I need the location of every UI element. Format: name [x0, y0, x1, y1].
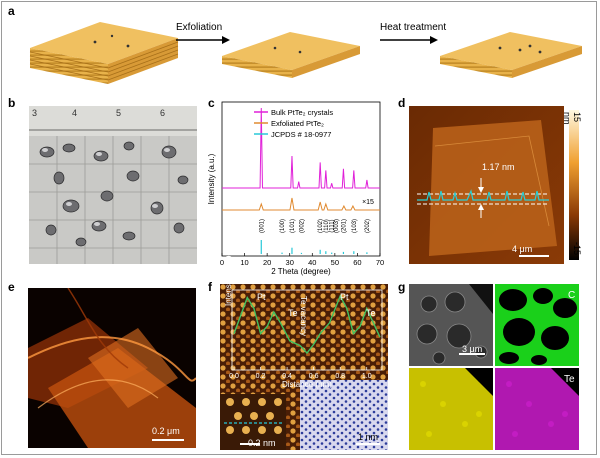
peak-label: (100): [280, 219, 286, 233]
x-tick-label: 50: [331, 258, 339, 267]
heat-treated-sheet: [440, 32, 582, 78]
series-exfoliated: [222, 197, 380, 211]
afm-image: [409, 106, 579, 264]
f-ylabel: Intensity (a.u.): [224, 255, 233, 306]
panel-c-label: c: [208, 96, 215, 110]
peak-label: (102): [318, 219, 324, 233]
ruler-tick-4: 4: [72, 108, 78, 118]
g-scalebar-label: 3 μm: [462, 344, 483, 354]
f-x-tick-label: 1.0: [362, 373, 372, 380]
exfoliated-sheet: [222, 32, 360, 78]
peak-label: (201): [341, 219, 347, 233]
f-x-tick-label: 0.6: [309, 373, 319, 380]
f-scalebar-label: 1 nm: [358, 432, 379, 442]
xrd-chart: 0 10 20 30 40 50 60 70 2 Theta (degree) Intensity…: [207, 101, 384, 276]
panel-e-label: e: [8, 280, 15, 294]
x-tick-label: 0: [220, 258, 224, 267]
haadf-map: [409, 284, 493, 366]
f-xlabel: Distance (nm): [282, 380, 332, 389]
panel-f-label: f: [208, 280, 212, 294]
x-tick-label: 30: [286, 258, 294, 267]
peak-label: (101): [290, 219, 296, 233]
peak-label: (001): [259, 219, 265, 233]
heat-treatment-label: Heat treatment: [380, 22, 447, 33]
atom-label-te-1: Te: [288, 308, 298, 318]
atom-label-pt-1: Pt: [257, 292, 266, 302]
ruler-tick-5: 5: [116, 108, 122, 118]
series-bulk: [222, 107, 380, 189]
colorbar: [569, 110, 579, 260]
peak-label: (002): [299, 219, 305, 233]
carbon-map: [495, 284, 579, 366]
colorbar-top-label: 15 nm: [562, 112, 582, 125]
x-tick-label: 60: [353, 258, 361, 267]
f-x-tick-label: 0.2: [256, 373, 266, 380]
eds-maps: [409, 284, 579, 450]
x-tick-label: 40: [308, 258, 316, 267]
pt-map: [409, 368, 493, 450]
height-profile: [417, 189, 549, 201]
panel-d-label: d: [398, 96, 406, 110]
f-x-tick-label: 0.8: [335, 373, 345, 380]
x-tick-label: 20: [263, 258, 271, 267]
te-vacancy-label: Te vacancy: [299, 296, 308, 337]
flake: [429, 120, 557, 256]
x-tick-label: 10: [240, 258, 248, 267]
ruler-tick-6: 6: [160, 108, 166, 118]
map-label-c: C: [568, 290, 576, 301]
panel-a-label: a: [8, 4, 15, 18]
ruler-tick-3: 3: [32, 108, 38, 118]
peak-label: (003): [334, 219, 340, 233]
legend-entry: Exfoliated PtTe₂: [271, 119, 324, 128]
atom-label-pt-2: Pt: [340, 292, 349, 302]
legend-entry: JCPDS # 18-0977: [271, 130, 331, 139]
map-label-pt: Pt: [478, 374, 488, 385]
panel-b-label: b: [8, 96, 16, 110]
map-label-te: Te: [564, 374, 575, 385]
f-x-tick-label: 0.0: [229, 373, 239, 380]
inset-scalebar-label: 0.2 nm: [248, 438, 276, 448]
height-annotation: 1.17 nm: [482, 162, 515, 172]
panel-e-scalebar-label: 0.2 μm: [152, 426, 180, 436]
panel-a-schematic: [29, 22, 582, 84]
peak-label: (103): [352, 219, 358, 233]
intensity-profile: [233, 294, 381, 355]
f-x-tick-label: 0.4: [282, 373, 292, 380]
colorbar-bottom-label: -15: [572, 242, 582, 256]
peak-label: (202): [365, 219, 371, 233]
panel-b-photo: [29, 106, 197, 264]
panel-d-scalebar-label: 4 μm: [512, 244, 533, 254]
sem-image: [28, 288, 196, 448]
peak-label: (110): [324, 219, 330, 233]
te-map: [495, 368, 579, 450]
atom-label-te-2: Te: [366, 308, 376, 318]
x-tick-label: 70: [376, 258, 384, 267]
f-ylabel-text: Intensity (a.u.): [224, 255, 233, 306]
peak-label: (111): [330, 219, 336, 232]
scale-note: ×15: [362, 199, 374, 206]
x-axis-label: 2 Theta (degree): [271, 267, 331, 276]
panel-g-label: g: [398, 280, 406, 294]
y-axis-label: Intensity (a.u.): [207, 153, 216, 204]
exfoliation-label: Exfoliation: [176, 22, 223, 33]
legend-entry: Bulk PtTe₂ crystals: [271, 108, 333, 117]
bulk-crystal-stack: [29, 22, 179, 84]
stem-image: 0.0 0.2 0.4 0.6 0.8 1.0: [220, 284, 388, 450]
